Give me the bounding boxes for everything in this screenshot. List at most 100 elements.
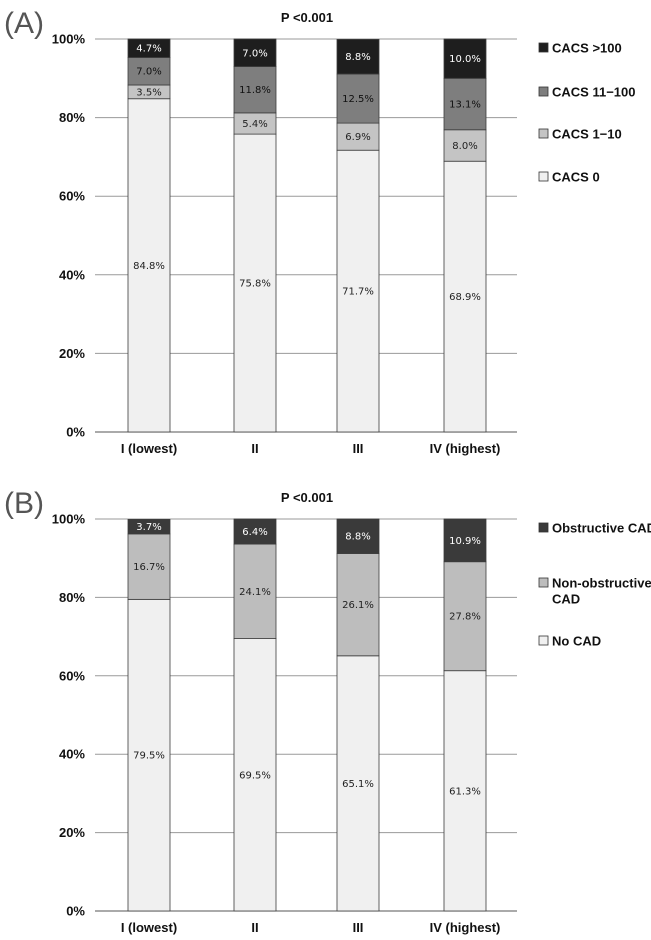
y-tick-label: 0%	[66, 904, 85, 919]
data-label: 61.3%	[449, 786, 481, 797]
bar-segment	[336, 553, 380, 657]
legend-swatch	[538, 635, 549, 646]
bar-segment	[233, 638, 277, 912]
bar-segment	[443, 670, 487, 912]
x-axis-ticks-a: I (lowest) II III IV (highest)	[121, 441, 501, 456]
bar-segment	[127, 38, 171, 58]
data-label: 12.5%	[342, 94, 374, 105]
data-label: 6.9%	[345, 132, 370, 143]
data-label: 11.8%	[239, 85, 271, 96]
data-label: 13.1%	[449, 100, 481, 111]
legend-swatch	[538, 128, 549, 139]
data-label: 3.5%	[136, 87, 161, 98]
bar-segment	[233, 543, 277, 639]
y-tick-label: 20%	[59, 825, 85, 840]
x-tick-label: I (lowest)	[121, 920, 177, 935]
chart-panel-b: (B) P <0.001 79.5% 16.7% 3.7% 69.5% 24.1% 6.4…	[4, 487, 651, 935]
bar-segment	[127, 598, 171, 912]
legend-label: No CAD	[552, 634, 601, 649]
bar-segment	[127, 518, 171, 535]
data-label: 65.1%	[342, 779, 374, 790]
x-axis-ticks-b: I (lowest) II III IV (highest)	[121, 920, 501, 935]
chart-panel-a: (A) P <0.001 84.8% 3.5% 7.0% 4.7% 75.8% 5.4% 1…	[4, 7, 635, 456]
y-tick-label: 40%	[59, 747, 85, 762]
bar-segment	[233, 518, 277, 545]
y-tick-label: 60%	[59, 189, 85, 204]
x-tick-label: II	[251, 920, 258, 935]
y-tick-label: 60%	[59, 668, 85, 683]
data-label: 8.8%	[345, 532, 370, 543]
bar-segment	[336, 38, 380, 75]
bar-segment	[443, 160, 487, 433]
data-label: 4.7%	[136, 44, 161, 55]
legend-label: CACS 1−10	[552, 127, 622, 142]
y-axis-ticks-b: 0% 20% 40% 60% 80% 100%	[52, 512, 86, 919]
legend-label: Non-obstructive	[552, 576, 651, 591]
legend-swatch	[538, 522, 549, 533]
y-tick-label: 20%	[59, 346, 85, 361]
legend-label: CACS 0	[552, 170, 600, 185]
y-tick-label: 80%	[59, 110, 85, 125]
bar-segment	[233, 66, 277, 114]
data-label: 71.7%	[342, 287, 374, 298]
data-label: 27.8%	[449, 612, 481, 623]
data-label: 84.8%	[133, 261, 165, 272]
bar-segment	[336, 518, 380, 554]
legend-label: Obstructive CAD	[552, 521, 651, 536]
bars-b: 79.5% 16.7% 3.7% 69.5% 24.1% 6.4% 65.1% 26.1% 8.…	[127, 518, 487, 912]
y-tick-label: 100%	[52, 512, 86, 527]
x-tick-label: I (lowest)	[121, 441, 177, 456]
data-label: 8.0%	[452, 141, 477, 152]
data-label: 3.7%	[136, 522, 161, 533]
bar-segment	[443, 518, 487, 563]
x-tick-label: III	[353, 441, 364, 456]
panel-label-a: (A)	[4, 7, 44, 40]
bar-segment	[127, 98, 171, 433]
x-tick-label: IV (highest)	[430, 441, 501, 456]
data-label: 26.1%	[342, 600, 374, 611]
data-label: 10.9%	[449, 536, 481, 547]
y-tick-label: 80%	[59, 590, 85, 605]
data-label: 68.9%	[449, 292, 481, 303]
bar-segment	[443, 38, 487, 79]
legend-label: CACS >100	[552, 41, 622, 56]
panel-label-b: (B)	[4, 487, 44, 520]
legend-swatch	[538, 42, 549, 53]
legend-label: CAD	[552, 592, 580, 607]
bar-segment	[233, 38, 277, 67]
bar-segment	[127, 533, 171, 600]
legend-label: CACS 11−100	[552, 85, 635, 100]
x-tick-label: III	[353, 920, 364, 935]
data-label: 7.0%	[136, 67, 161, 78]
y-axis-ticks-a: 0% 20% 40% 60% 80% 100%	[52, 32, 86, 440]
data-label: 7.0%	[242, 48, 267, 59]
legend-swatch	[538, 86, 549, 97]
x-tick-label: IV (highest)	[430, 920, 501, 935]
bar-segment	[127, 57, 171, 86]
data-label: 69.5%	[239, 770, 271, 781]
bar-segment	[336, 73, 380, 124]
data-label: 75.8%	[239, 279, 271, 290]
bar-segment	[336, 149, 380, 433]
data-label: 5.4%	[242, 119, 267, 130]
chart-title-a: P <0.001	[281, 10, 333, 25]
legend-a: CACS >100 CACS 11−100 CACS 1−10 CACS 0	[538, 41, 635, 185]
bar-segment	[443, 129, 487, 162]
bar-segment	[443, 77, 487, 131]
legend-swatch	[538, 577, 549, 588]
data-label: 24.1%	[239, 587, 271, 598]
y-tick-label: 0%	[66, 425, 85, 440]
legend-swatch	[538, 171, 549, 182]
y-tick-label: 40%	[59, 267, 85, 282]
data-label: 8.8%	[345, 52, 370, 63]
bar-segment	[336, 655, 380, 912]
data-label: 79.5%	[133, 751, 165, 762]
data-label: 10.0%	[449, 54, 481, 65]
bars-a: 84.8% 3.5% 7.0% 4.7% 75.8% 5.4% 11.8% 7.0% 71.7%…	[127, 38, 487, 433]
x-tick-label: II	[251, 441, 258, 456]
data-label: 16.7%	[133, 562, 165, 573]
data-label: 6.4%	[242, 527, 267, 538]
y-tick-label: 100%	[52, 32, 86, 47]
